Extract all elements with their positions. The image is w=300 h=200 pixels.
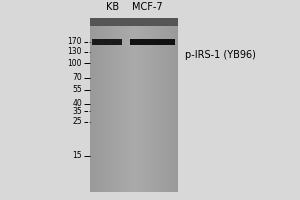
Text: KB: KB <box>106 2 120 12</box>
Bar <box>90 18 178 26</box>
Text: 100: 100 <box>68 58 82 68</box>
Text: 25: 25 <box>72 117 82 127</box>
Bar <box>130 39 175 45</box>
Bar <box>92 39 122 45</box>
Text: 15: 15 <box>72 152 82 160</box>
Text: 70: 70 <box>72 73 82 82</box>
Text: 40: 40 <box>72 99 82 108</box>
Text: MCF-7: MCF-7 <box>132 2 162 12</box>
Text: 130: 130 <box>68 47 82 56</box>
Text: 170: 170 <box>68 38 82 46</box>
Text: 55: 55 <box>72 86 82 95</box>
Text: p-IRS-1 (YB96): p-IRS-1 (YB96) <box>185 50 256 60</box>
Text: 35: 35 <box>72 106 82 116</box>
